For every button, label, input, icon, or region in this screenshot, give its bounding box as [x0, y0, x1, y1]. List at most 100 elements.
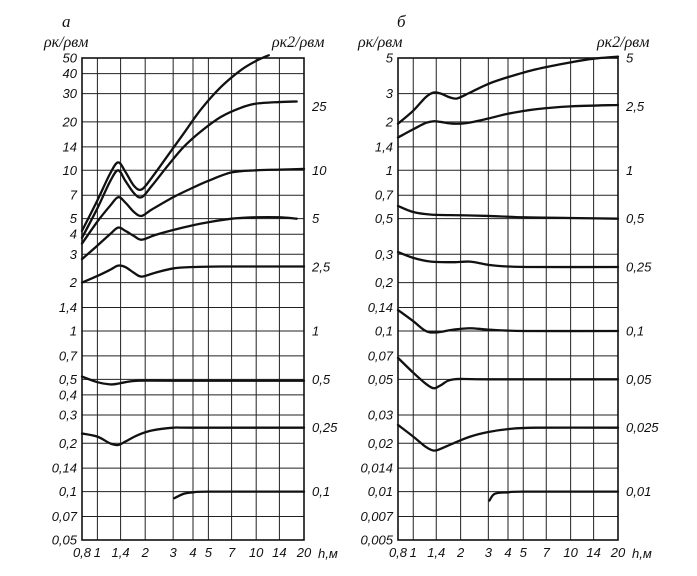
panel-a-y-tick-label: 4 [70, 227, 77, 242]
panel-b-curve-0-1 [396, 308, 620, 334]
panel-a-y-tick-label: 0,1 [59, 484, 77, 499]
panel-b-x-tick-label: 3 [485, 545, 493, 560]
panel-a-y-tick-label: 0,7 [59, 348, 78, 363]
panel-a-x-tick-label: 1 [94, 545, 101, 560]
panel-b-y-tick-label: 0,1 [375, 323, 393, 338]
panel-a-y-tick-label: 0,07 [52, 509, 78, 524]
panel-b-right-label: 2,5 [625, 99, 645, 114]
panel-b-right-label: 1 [626, 163, 633, 178]
panel-b-y-tick-label: 2 [385, 114, 394, 129]
panel-a-y-tick-label: 10 [63, 163, 78, 178]
panel-a-x-tick-label: 20 [296, 545, 312, 560]
panel-b-curve-5 [396, 55, 620, 125]
panel-b-curves [396, 55, 620, 502]
panel-a-letter: а [62, 12, 71, 31]
panel-a-x-tick-label: 7 [228, 545, 236, 560]
panel-b-right-axis-label: ρк2/ρвм [596, 34, 649, 51]
panel-b-letter: б [397, 12, 406, 31]
panel-b-x-tick-label: 14 [586, 545, 600, 560]
panel-b-x-tick-label: 1,4 [427, 545, 445, 560]
panel-a-y-tick-label: 0,2 [59, 436, 78, 451]
panel-a-y-tick-label: 0,5 [59, 372, 78, 387]
panel-a-curve-2-5 [80, 215, 298, 261]
panel-a-y-tick-label: 40 [63, 66, 78, 81]
panel-a-curve-10 [80, 100, 298, 239]
panel-b-y-tick-label: 0,05 [368, 372, 394, 387]
panel-b-x-tick-label: 10 [563, 545, 578, 560]
panel-a-plot-frame [81, 57, 305, 541]
panel-b-x-tick-label: 1 [410, 545, 417, 560]
panel-b-curve-2-5 [396, 103, 620, 139]
panel-b-right-label: 0,01 [626, 484, 651, 499]
panel-a-x-tick-label: 3 [170, 545, 178, 560]
panel-b-x-tick-label: 0,8 [389, 545, 408, 560]
panel-a-right-label: 0,1 [312, 484, 330, 499]
panel-b-right-label: 0,025 [626, 420, 659, 435]
panel-a-right-label: 2,5 [311, 260, 331, 275]
panel-b-y-tick-label: 0,007 [360, 509, 393, 524]
panel-b-right-label: 0,1 [626, 323, 644, 338]
panel-b-y-tick-label: 0,01 [368, 484, 393, 499]
panel-a-right-label: 25 [311, 99, 327, 114]
panel-a-right-label: 5 [312, 211, 320, 226]
panel-a-y-tick-label: 0,14 [52, 461, 77, 476]
panel-a-curve-0-1 [173, 490, 306, 500]
panel-a-y-tick-label: 50 [63, 51, 78, 66]
panel-a-y-tick-label: 2 [69, 275, 78, 290]
panel-a-curve-5 [80, 167, 306, 245]
panel-a-ticks: 0,8 1 1,4 2 3 4 5 7 10 14 20504030201410754321,410… [52, 51, 338, 561]
panel-b-left-axis-label: ρк/ρвм [357, 34, 402, 51]
panel-a-y-tick-label: 30 [63, 86, 78, 101]
panel-b-y-tick-label: 0,07 [368, 348, 394, 363]
panel-b-right-label: 0,05 [626, 372, 652, 387]
panel-a-right-label: 0,25 [312, 420, 338, 435]
panel-a-x-tick-label: 4 [189, 545, 196, 560]
panel-a-right-label: 0,5 [312, 372, 331, 387]
panel-a-y-tick-label: 7 [70, 188, 78, 203]
panel-b-y-tick-label: 5 [386, 51, 394, 66]
panel-b-curve-0-25 [396, 250, 620, 269]
panel-b-y-tick-label: 0,005 [360, 533, 393, 548]
panel-a-x-axis-label: h,м [318, 546, 338, 561]
panel-a-curve-0-5 [80, 375, 306, 386]
panel-b-plot-frame [397, 57, 619, 541]
panel-b-right-label: 0,25 [626, 260, 652, 275]
panel-a-curves [80, 54, 306, 500]
panel-b-right-label: 0,5 [626, 211, 645, 226]
panel-b-curve-0-01 [488, 490, 620, 502]
panel-b-x-tick-label: 2 [456, 545, 465, 560]
panel-b-curve-0-025 [396, 423, 620, 452]
panel-a-x-tick-label: 0,8 [73, 545, 92, 560]
panel-a-x-tick-label: 10 [249, 545, 264, 560]
panel-b-grid [397, 57, 619, 541]
panel-a-y-tick-label: 3 [70, 247, 78, 262]
panel-b-x-tick-label: 20 [610, 545, 626, 560]
panel-a-right-axis-label: ρк2/ρвм [271, 34, 324, 51]
panel-a-x-tick-label: 1,4 [112, 545, 130, 560]
panel-b-y-tick-label: 1 [386, 163, 393, 178]
panel-a-y-tick-label: 1,4 [59, 300, 77, 315]
panel-a-x-tick-label: 5 [205, 545, 213, 560]
panel-b-y-tick-label: 0,03 [368, 407, 394, 422]
panel-b-x-tick-label: 4 [504, 545, 511, 560]
panel-b-right-label: 5 [626, 51, 634, 66]
panel-a-y-tick-label: 5 [70, 211, 78, 226]
panel-a-y-tick-label: 14 [63, 139, 77, 154]
panel-b-y-tick-label: 0,7 [375, 188, 394, 203]
panel-b-y-tick-label: 0,3 [375, 247, 394, 262]
panel-a-x-tick-label: 2 [141, 545, 150, 560]
panel-b-x-tick-label: 5 [520, 545, 528, 560]
panel-a-curve-25 [80, 54, 270, 232]
panel-b-y-tick-label: 0,2 [375, 275, 394, 290]
panel-a-right-label: 10 [312, 163, 327, 178]
panel-b-curve-0-5 [396, 204, 620, 220]
panel-a-y-tick-label: 0,05 [52, 533, 78, 548]
panel-a-y-tick-label: 0,4 [59, 387, 77, 402]
panel-a-y-tick-label: 20 [62, 114, 78, 129]
panel-a-x-tick-label: 14 [272, 545, 286, 560]
panel-b-ticks: 0,8 1 1,4 2 3 4 5 7 10 14 205321,410,70,50,30,20,1… [360, 51, 659, 561]
panel-a-left-axis-label: ρк/ρвм [43, 34, 88, 51]
panel-a-right-label: 1 [312, 323, 319, 338]
panel-a-curve-0-25 [80, 426, 306, 447]
